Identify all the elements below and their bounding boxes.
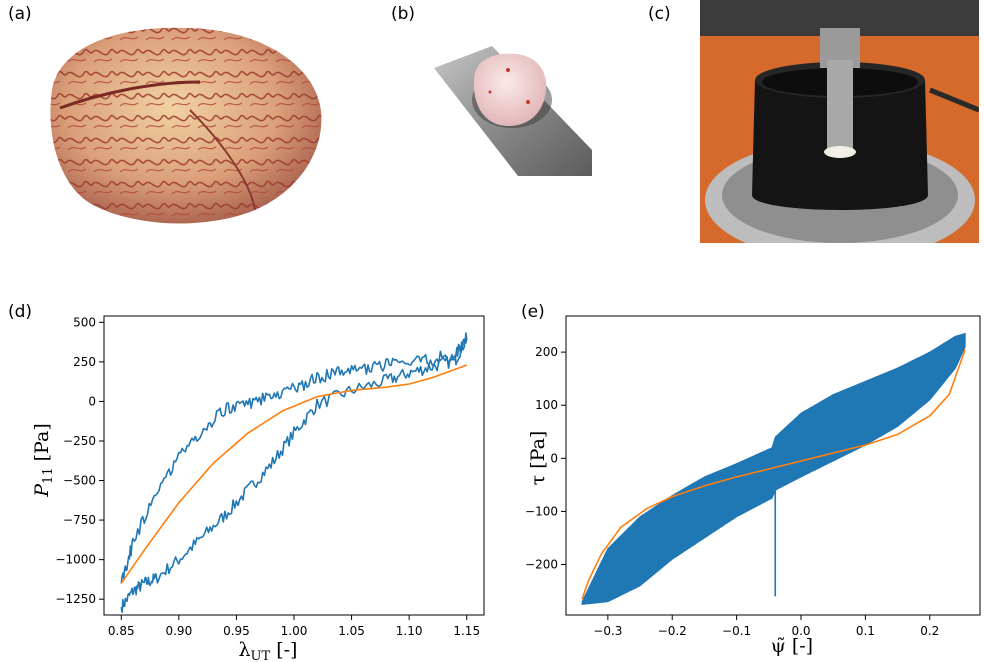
panel-label-b: (b) xyxy=(391,4,416,24)
chart-d-x-tick-label: 1.00 xyxy=(281,624,308,638)
chart-d-y-tick-label: −250 xyxy=(63,434,96,448)
chart-e-x-tick-label: −0.3 xyxy=(593,624,622,638)
chart-d-x-tick-label: 0.95 xyxy=(223,624,250,638)
chart-d-series-model-line xyxy=(120,364,467,584)
chart-d-y-tick-label: −1000 xyxy=(55,553,96,567)
chart-d-x-tick-label: 1.05 xyxy=(338,624,365,638)
chart-d-y-tick-label: −500 xyxy=(63,474,96,488)
chart-e-y-tick-label: −100 xyxy=(525,504,558,518)
chart-d-x-tick-label: 1.10 xyxy=(396,624,423,638)
brain-photo xyxy=(40,20,330,235)
chart-d-series-experiment-line xyxy=(120,332,468,614)
chart-d-y-tick-label: −1250 xyxy=(55,592,96,606)
chart-d-y-tick-label: −750 xyxy=(63,513,96,527)
chart-e-x-tick-label: 0.0 xyxy=(791,624,810,638)
chart-d-plot-area xyxy=(103,315,485,616)
chart-e-axes-frame xyxy=(565,315,981,616)
chart-d-y-tick-label: 500 xyxy=(73,315,96,329)
chart-d-y-axis-label: P11 [Pa] xyxy=(31,423,56,497)
panel-label-e: (e) xyxy=(521,302,545,322)
chart-d-y-tick-label: 250 xyxy=(73,355,96,369)
chart-e-x-tick-label: −0.1 xyxy=(722,624,751,638)
chart-d-x-tick-label: 0.90 xyxy=(165,624,192,638)
chart-e-y-tick-label: 200 xyxy=(535,345,558,359)
chart-e-y-tick-label: −200 xyxy=(525,558,558,572)
chart-d-x-tick-label: 1.15 xyxy=(453,624,480,638)
chart-e-y-axis-label: τ [Pa] xyxy=(527,431,549,486)
chart-d-x-tick-label: 0.85 xyxy=(108,624,135,638)
chart-e-x-axis-label: ψ̃ [-] xyxy=(771,635,813,657)
chart-e: −0.3 −0.2 −0.1 0.0 0.1 0.2 200 100 0 −100 −200 ψ̃… xyxy=(525,315,981,657)
panel-label-d: (d) xyxy=(8,302,33,322)
chart-e-y-tick-label: 100 xyxy=(535,398,558,412)
chart-d-y-ticks: 500 250 0 −250 −500 −750 −1000 −1250 xyxy=(55,315,104,606)
panel-label-c: (c) xyxy=(648,4,671,24)
rheometer-photo xyxy=(700,0,979,243)
chart-e-series-model-line xyxy=(581,349,966,600)
chart-e-y-tick-label: 0 xyxy=(550,451,558,465)
chart-e-plot-area xyxy=(565,315,981,616)
chart-d-y-tick-label: 0 xyxy=(88,394,96,408)
chart-e-y-ticks: 200 100 0 −100 −200 xyxy=(525,345,566,572)
chart-e-x-tick-label: 0.2 xyxy=(920,624,939,638)
chart-e-x-tick-label: 0.1 xyxy=(856,624,875,638)
chart-e-x-ticks: −0.3 −0.2 −0.1 0.0 0.1 0.2 xyxy=(593,615,939,638)
chart-d-x-ticks: 0.85 0.90 0.95 1.00 1.05 1.10 1.15 xyxy=(108,615,480,638)
chart-d-x-axis-label: λUT [-] xyxy=(239,639,298,662)
panel-label-a: (a) xyxy=(8,4,32,24)
chart-d: 0.85 0.90 0.95 1.00 1.05 1.10 1.15 500 250 0 −250… xyxy=(31,315,485,662)
chart-e-series-experiment-band xyxy=(581,332,966,605)
tissue-sample-photo xyxy=(430,40,592,178)
chart-e-x-tick-label: −0.2 xyxy=(658,624,687,638)
